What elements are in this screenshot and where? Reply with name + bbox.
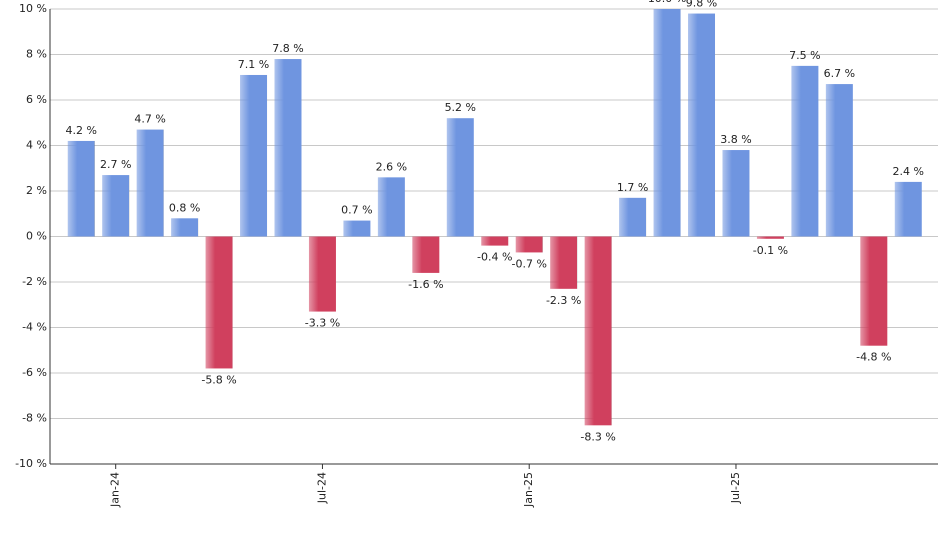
value-label: 0.7 % — [341, 204, 372, 217]
value-label: -2.3 % — [546, 294, 581, 307]
value-label: 6.7 % — [824, 67, 855, 80]
bar — [136, 129, 164, 237]
x-tick-label: Jan-25 — [522, 472, 535, 508]
bar — [446, 118, 474, 237]
bar — [619, 197, 647, 237]
bar — [894, 181, 922, 237]
y-tick-label: 10 % — [19, 2, 47, 15]
bar — [171, 218, 199, 237]
value-label: 7.1 % — [238, 58, 269, 71]
bar — [550, 236, 578, 289]
bar — [67, 140, 95, 237]
bar — [791, 65, 819, 237]
y-tick-label: 2 % — [26, 184, 47, 197]
value-label: -0.1 % — [753, 244, 788, 257]
y-tick-label: -8 % — [22, 412, 47, 425]
x-tick-label: Jul-25 — [729, 472, 742, 504]
bar — [308, 236, 336, 312]
value-label: 7.5 % — [789, 49, 820, 62]
value-label: -0.7 % — [511, 257, 546, 270]
bar — [205, 236, 233, 369]
y-tick-label: -10 % — [15, 457, 47, 470]
y-tick-label: 4 % — [26, 139, 47, 152]
bar — [584, 236, 612, 426]
value-label: 2.6 % — [376, 160, 407, 173]
value-label: 4.2 % — [66, 124, 97, 137]
value-label: 5.2 % — [445, 101, 476, 114]
bar — [343, 220, 371, 237]
bar — [515, 236, 543, 253]
value-label: -1.6 % — [408, 278, 443, 291]
value-label: -4.8 % — [856, 351, 891, 364]
bar — [722, 150, 750, 237]
value-label: 7.8 % — [272, 42, 303, 55]
bar — [860, 236, 888, 346]
bar — [653, 9, 681, 237]
y-tick-label: 8 % — [26, 48, 47, 61]
bar — [688, 13, 716, 237]
value-label: 4.7 % — [134, 113, 165, 126]
y-tick-label: -4 % — [22, 321, 47, 334]
value-label: -0.4 % — [477, 251, 512, 264]
bar — [377, 177, 405, 237]
value-label: 9.8 % — [686, 0, 717, 10]
x-tick-label: Jul-24 — [315, 472, 328, 504]
bar — [412, 236, 440, 273]
y-tick-label: 6 % — [26, 93, 47, 106]
bar — [274, 59, 302, 237]
value-label: 10.0 % — [648, 0, 686, 5]
bar — [756, 236, 784, 239]
value-label: 3.8 % — [720, 133, 751, 146]
bar — [825, 84, 853, 237]
value-label: 1.7 % — [617, 181, 648, 194]
value-label: 2.7 % — [100, 158, 131, 171]
value-label: -8.3 % — [580, 430, 615, 443]
y-tick-label: -2 % — [22, 275, 47, 288]
y-tick-label: 0 % — [26, 230, 47, 243]
bar — [240, 74, 268, 237]
value-label: 2.4 % — [893, 165, 924, 178]
value-label: 0.8 % — [169, 201, 200, 214]
value-label: -5.8 % — [201, 373, 236, 386]
bar — [102, 175, 130, 237]
y-tick-label: -6 % — [22, 366, 47, 379]
value-label: -3.3 % — [305, 317, 340, 330]
bar — [481, 236, 509, 246]
x-tick-label: Jan-24 — [109, 472, 122, 508]
